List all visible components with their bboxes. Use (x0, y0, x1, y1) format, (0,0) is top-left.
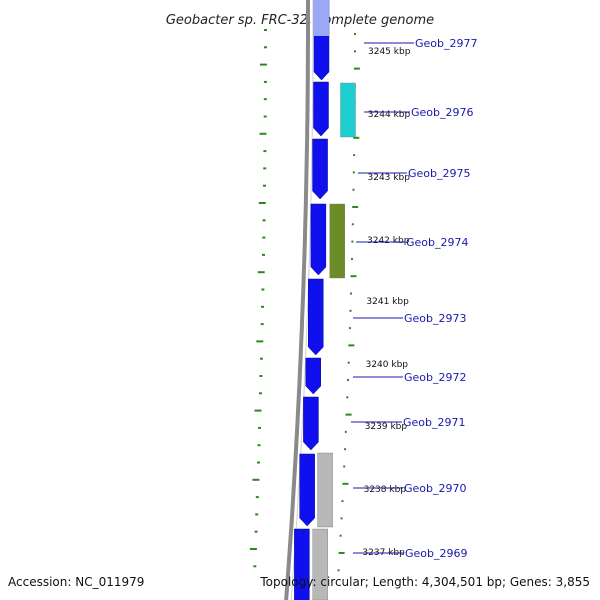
topology-label: Topology: circular; Length: 4,304,501 bp… (260, 575, 590, 589)
scale-label: 3244 kbp (368, 110, 411, 120)
scale-label: 3243 kbp (368, 173, 411, 183)
gene-arrow (310, 203, 327, 276)
gene-arrow (294, 528, 310, 600)
scale-label: 3245 kbp (368, 47, 411, 57)
gene-arrow (312, 138, 328, 200)
gene-label[interactable]: Geob_2971 (403, 416, 466, 429)
scale-label: 3239 kbp (365, 422, 408, 432)
gene-arrow (303, 396, 319, 451)
scale-label: 3242 kbp (367, 236, 410, 246)
scale-label: 3240 kbp (366, 360, 409, 370)
genome-backbone-inner (290, 0, 314, 600)
gene-block (329, 203, 345, 279)
gene-label[interactable]: Geob_2969 (405, 547, 468, 560)
gene-block (340, 82, 356, 138)
gene-label[interactable]: Geob_2976 (411, 106, 474, 119)
genome-backbone (284, 0, 310, 600)
scale-label: 3238 kbp (364, 485, 407, 495)
gene-arrow (299, 453, 315, 527)
gene-arrow (308, 278, 324, 356)
gene-labels: Geob_2977 Geob_2976 Geob_2975 Geob_2974 Geob… (351, 37, 478, 560)
gene-label[interactable]: Geob_2977 (415, 37, 478, 50)
gene-label[interactable]: Geob_2970 (404, 482, 467, 495)
gene-arrow (313, 81, 329, 137)
gene-label[interactable]: Geob_2975 (408, 167, 471, 180)
gene-block (312, 528, 328, 600)
gene-label[interactable]: Geob_2972 (404, 371, 467, 384)
accession-label: Accession: NC_011979 (8, 575, 145, 589)
map-title: Geobacter sp. FRC-32, complete genome (166, 13, 434, 28)
gene-label[interactable]: Geob_2974 (406, 236, 469, 249)
gene-block (317, 452, 333, 528)
gene-label[interactable]: Geob_2973 (404, 312, 467, 325)
gene-blocks (294, 0, 356, 600)
scale-label: 3241 kbp (366, 297, 409, 307)
gene-arrow (305, 357, 322, 395)
gene-arrow-faded (313, 0, 329, 36)
